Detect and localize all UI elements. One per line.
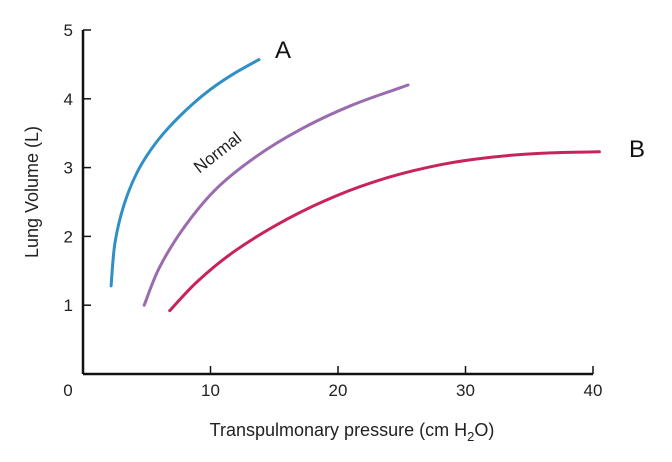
y-axis-title: Lung Volume (L) <box>22 126 42 258</box>
series-normal-curve <box>142 83 410 307</box>
series-a-label: A <box>275 37 291 64</box>
x-tick-label: 20 <box>329 381 348 400</box>
x-axis-title: Transpulmonary pressure (cm H2O) <box>210 420 495 444</box>
y-tick-label: 1 <box>64 296 73 315</box>
y-tick-label: 2 <box>64 227 73 246</box>
y-tick-label: 3 <box>64 159 73 178</box>
axes <box>81 30 593 376</box>
series-b-label: B <box>629 136 645 163</box>
x-tick-label: 10 <box>201 381 220 400</box>
x-axis-title-tail: O) <box>474 420 494 440</box>
x-axis-title-subscript: 2 <box>467 429 474 444</box>
x-tick-label: 40 <box>584 381 603 400</box>
series-b-curve <box>168 150 601 313</box>
series <box>109 58 601 313</box>
ticks: 10 20 30 40 1 2 3 4 5 <box>64 21 603 400</box>
x-axis-title-main: Transpulmonary pressure (cm H <box>210 420 467 440</box>
y-tick-label: 4 <box>64 90 73 109</box>
series-a-curve <box>109 58 261 288</box>
x-tick-label: 30 <box>456 381 475 400</box>
y-tick-label: 5 <box>64 21 73 40</box>
origin-label: 0 <box>63 381 72 400</box>
